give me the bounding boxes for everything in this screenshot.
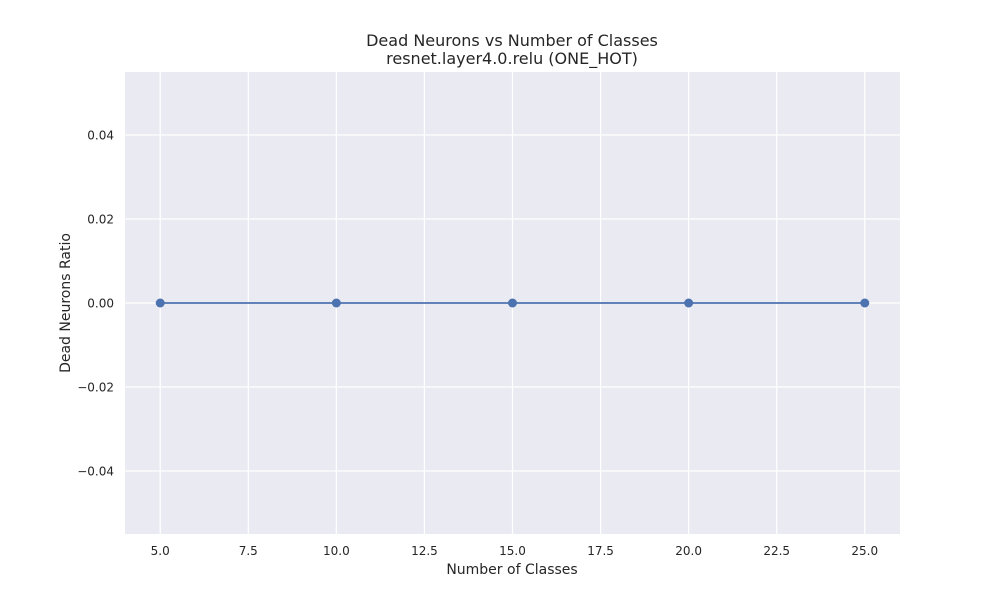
y-tick-label: 0.00 <box>87 297 114 311</box>
x-tick-label: 10.0 <box>323 544 350 558</box>
y-tick-label: −0.02 <box>77 381 114 395</box>
data-point <box>860 298 870 308</box>
chart-title: Dead Neurons vs Number of Classes <box>366 31 658 50</box>
chart-subtitle: resnet.layer4.0.relu (ONE_HOT) <box>386 49 638 69</box>
x-tick-label: 12.5 <box>411 544 438 558</box>
y-tick-label: 0.04 <box>87 129 114 143</box>
x-tick-label: 7.5 <box>239 544 258 558</box>
x-tick-label: 20.0 <box>675 544 702 558</box>
y-axis-label: Dead Neurons Ratio <box>58 233 74 373</box>
x-tick-label: 25.0 <box>851 544 878 558</box>
x-tick-label: 22.5 <box>763 544 790 558</box>
series-layer <box>155 298 870 308</box>
x-tick-labels: 5.0 7.5 10.0 12.5 15.0 17.5 20.0 22.5 25.0 <box>151 544 878 558</box>
data-point <box>684 298 694 308</box>
y-tick-labels: −0.04 −0.02 0.00 0.02 0.04 <box>77 129 114 479</box>
x-axis-label: Number of Classes <box>446 562 577 578</box>
y-tick-label: 0.02 <box>87 213 114 227</box>
x-tick-label: 17.5 <box>587 544 614 558</box>
x-tick-label: 15.0 <box>499 544 526 558</box>
y-tick-label: −0.04 <box>77 465 114 479</box>
data-point <box>508 298 517 308</box>
x-tick-label: 5.0 <box>151 544 170 558</box>
data-point <box>331 298 341 308</box>
data-point <box>155 298 165 308</box>
